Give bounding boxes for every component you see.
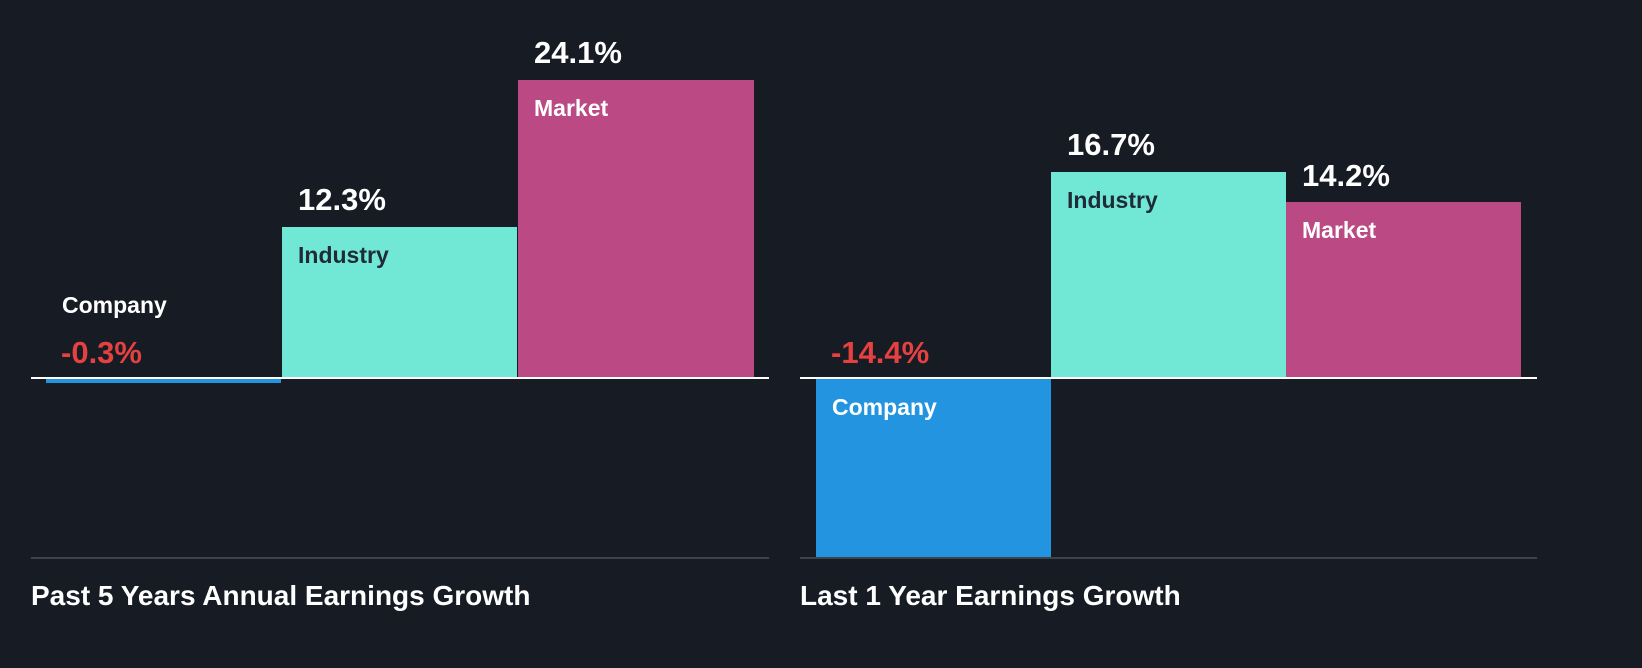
bar-industry: Industry — [1051, 172, 1286, 378]
bar-market: Market — [518, 80, 754, 378]
bar-industry-value: 16.7% — [1067, 127, 1155, 162]
bar-company — [46, 378, 281, 383]
chart-past-5-years: Company -0.3% Industry 12.3% Market 24.1… — [0, 0, 800, 668]
bar-market-value: 24.1% — [534, 35, 622, 70]
bar-company-value: -14.4% — [831, 335, 930, 370]
zero-line — [31, 377, 769, 379]
bar-market-value: 14.2% — [1302, 158, 1390, 193]
bar-industry-label: Industry — [298, 242, 389, 268]
bar-company: Company — [816, 378, 1051, 558]
zero-line — [800, 377, 1537, 379]
axis-line — [31, 557, 769, 559]
bar-industry: Industry — [282, 227, 517, 378]
bar-market-label: Market — [534, 95, 609, 121]
bar-industry-label: Industry — [1067, 187, 1158, 213]
bar-market-label: Market — [1302, 217, 1377, 243]
bar-company-label: Company — [832, 394, 937, 420]
bar-company-label: Company — [62, 292, 167, 318]
axis-line — [800, 557, 1537, 559]
chart-title: Past 5 Years Annual Earnings Growth — [31, 580, 531, 611]
chart-title: Last 1 Year Earnings Growth — [800, 580, 1181, 611]
bar-industry-value: 12.3% — [298, 182, 386, 217]
bar-company-value: -0.3% — [61, 335, 142, 370]
bar-market: Market — [1286, 202, 1521, 378]
